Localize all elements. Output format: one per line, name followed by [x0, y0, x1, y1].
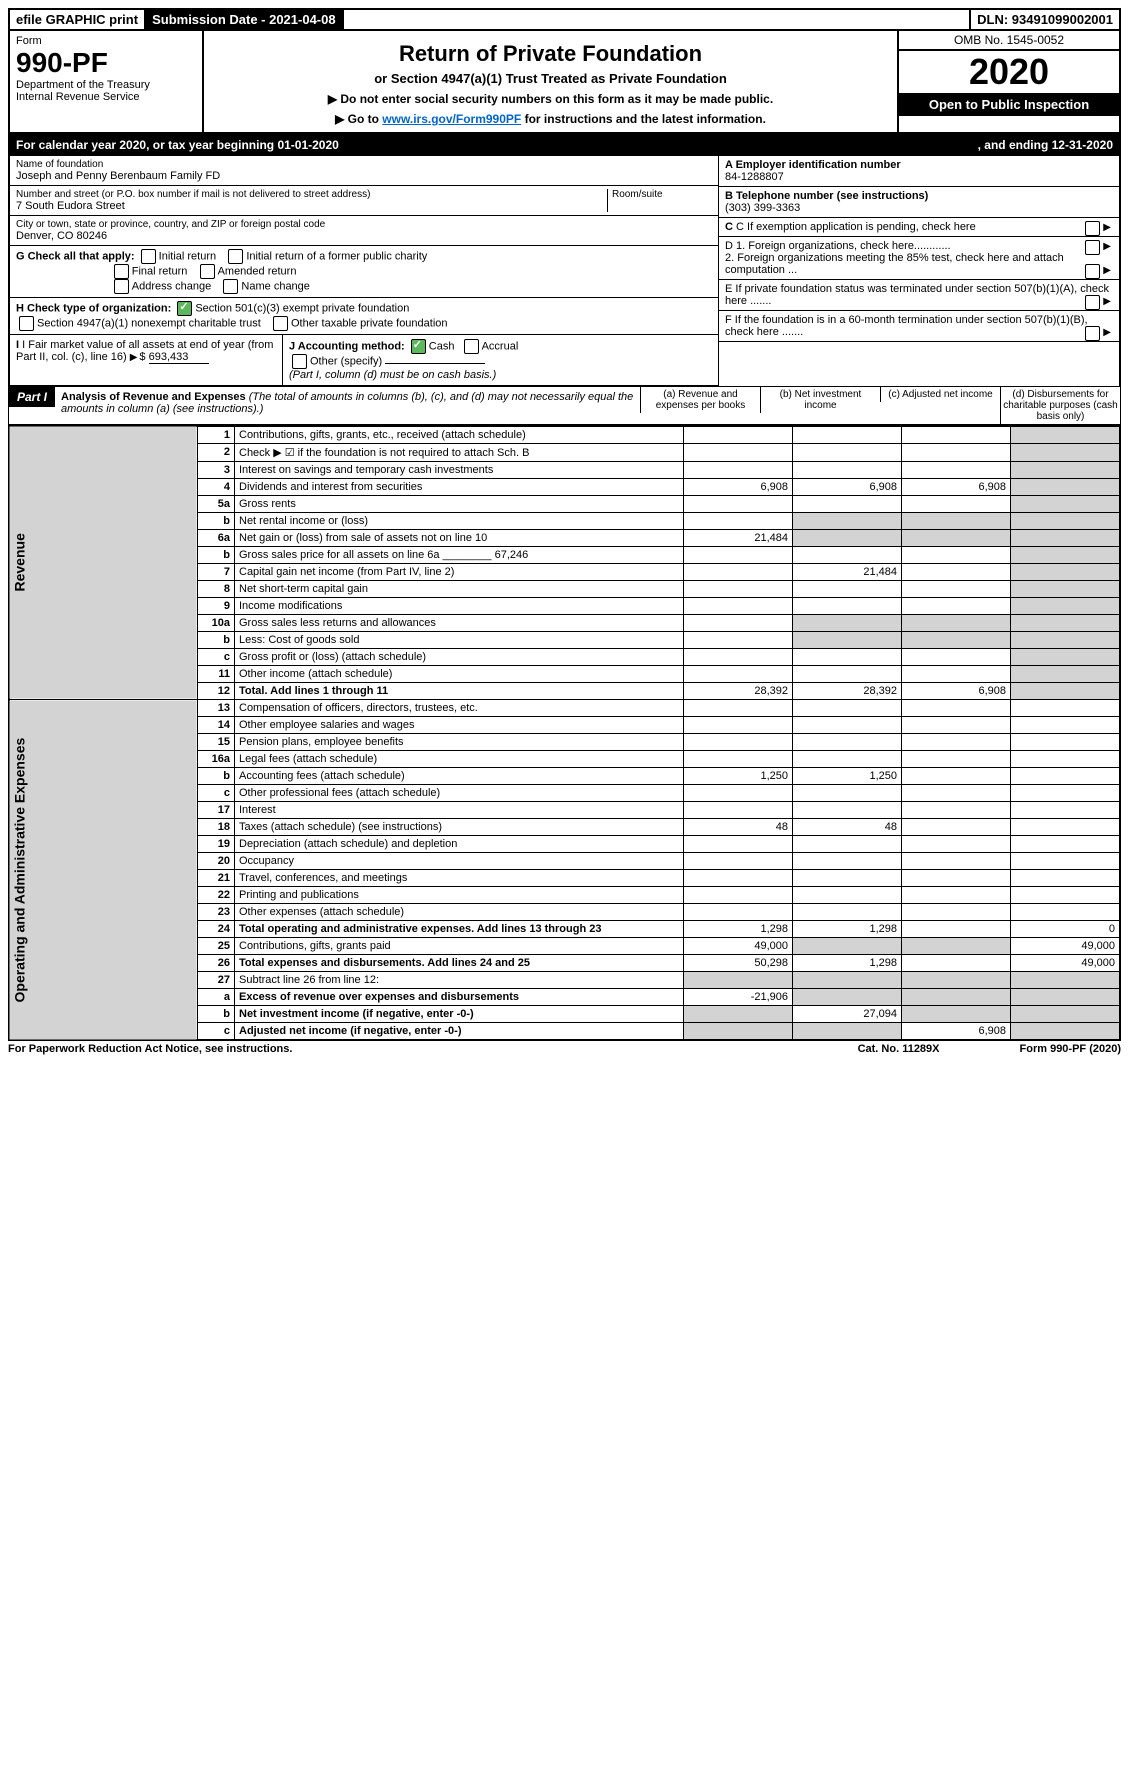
entity-info: Name of foundation Joseph and Penny Bere… [8, 156, 1121, 386]
irs-link[interactable]: www.irs.gov/Form990PF [382, 112, 521, 126]
dln: DLN: 93491099002001 [971, 10, 1119, 29]
part1-table: Revenue1Contributions, gifts, grants, et… [8, 425, 1121, 1041]
room-suite: Room/suite [607, 189, 712, 212]
checkbox-final-return[interactable] [114, 264, 129, 279]
col-b-head: (b) Net investment income [760, 387, 880, 413]
open-public: Open to Public Inspection [899, 93, 1119, 116]
checkbox-other-method[interactable] [292, 354, 307, 369]
section-f: F If the foundation is in a 60-month ter… [719, 311, 1119, 342]
section-h: H Check type of organization: Section 50… [10, 298, 718, 335]
address-cell: Number and street (or P.O. box number if… [16, 189, 607, 212]
checkbox-other-taxable[interactable] [273, 316, 288, 331]
ein-cell: A Employer identification number 84-1288… [719, 156, 1119, 187]
section-g: G Check all that apply: Initial return I… [10, 246, 718, 298]
tax-year: 2020 [899, 51, 1119, 93]
foundation-name-cell: Name of foundation Joseph and Penny Bere… [10, 156, 718, 186]
section-i-j: I I Fair market value of all assets at e… [10, 335, 718, 386]
checkbox-foreign-org[interactable] [1085, 240, 1100, 255]
section-e: E If private foundation status was termi… [719, 280, 1119, 311]
omb-number: OMB No. 1545-0052 [899, 31, 1119, 51]
fmv-assets: 693,433 [149, 351, 209, 364]
col-c-head: (c) Adjusted net income [880, 387, 1000, 402]
form-id-block: Form 990-PF Department of the Treasury I… [10, 31, 204, 132]
checkbox-status-terminated[interactable] [1085, 295, 1100, 310]
revenue-side-label: Revenue [9, 426, 198, 700]
checkbox-amended[interactable] [200, 264, 215, 279]
page-footer: For Paperwork Reduction Act Notice, see … [8, 1041, 1121, 1057]
col-a-head: (a) Revenue and expenses per books [640, 387, 760, 413]
expenses-side-label: Operating and Administrative Expenses [9, 700, 198, 1041]
part1-label: Part I [9, 387, 55, 407]
year-block: OMB No. 1545-0052 2020 Open to Public In… [897, 31, 1119, 132]
form-title: Return of Private Foundation [210, 41, 891, 67]
table-row: Revenue1Contributions, gifts, grants, et… [9, 426, 1120, 444]
calendar-year-row: For calendar year 2020, or tax year begi… [8, 134, 1121, 156]
col-d-head: (d) Disbursements for charitable purpose… [1000, 387, 1120, 424]
table-row: Operating and Administrative Expenses13C… [9, 700, 1120, 717]
checkbox-initial-former[interactable] [228, 249, 243, 264]
submission-date: Submission Date - 2021-04-08 [146, 10, 344, 29]
phone-cell: B Telephone number (see instructions) (3… [719, 187, 1119, 218]
section-d: D 1. Foreign organizations, check here..… [719, 237, 1119, 280]
checkbox-exemption-pending[interactable] [1085, 221, 1100, 236]
checkbox-85-test[interactable] [1085, 264, 1100, 279]
checkbox-cash[interactable] [411, 339, 426, 354]
efile-topbar: efile GRAPHIC print Submission Date - 20… [8, 8, 1121, 31]
form-number: 990-PF [16, 47, 196, 79]
city-cell: City or town, state or province, country… [10, 216, 718, 246]
section-c: C C If exemption application is pending,… [719, 218, 1119, 237]
efile-label: efile GRAPHIC print [10, 10, 146, 29]
form-title-block: Return of Private Foundation or Section … [204, 31, 897, 132]
checkbox-accrual[interactable] [464, 339, 479, 354]
checkbox-address-change[interactable] [114, 279, 129, 294]
part1-header: Part I Analysis of Revenue and Expenses … [8, 386, 1121, 425]
checkbox-name-change[interactable] [223, 279, 238, 294]
checkbox-initial-return[interactable] [141, 249, 156, 264]
checkbox-60-month[interactable] [1085, 326, 1100, 341]
checkbox-4947[interactable] [19, 316, 34, 331]
checkbox-501c3[interactable] [177, 301, 192, 316]
form-header: Form 990-PF Department of the Treasury I… [8, 31, 1121, 134]
